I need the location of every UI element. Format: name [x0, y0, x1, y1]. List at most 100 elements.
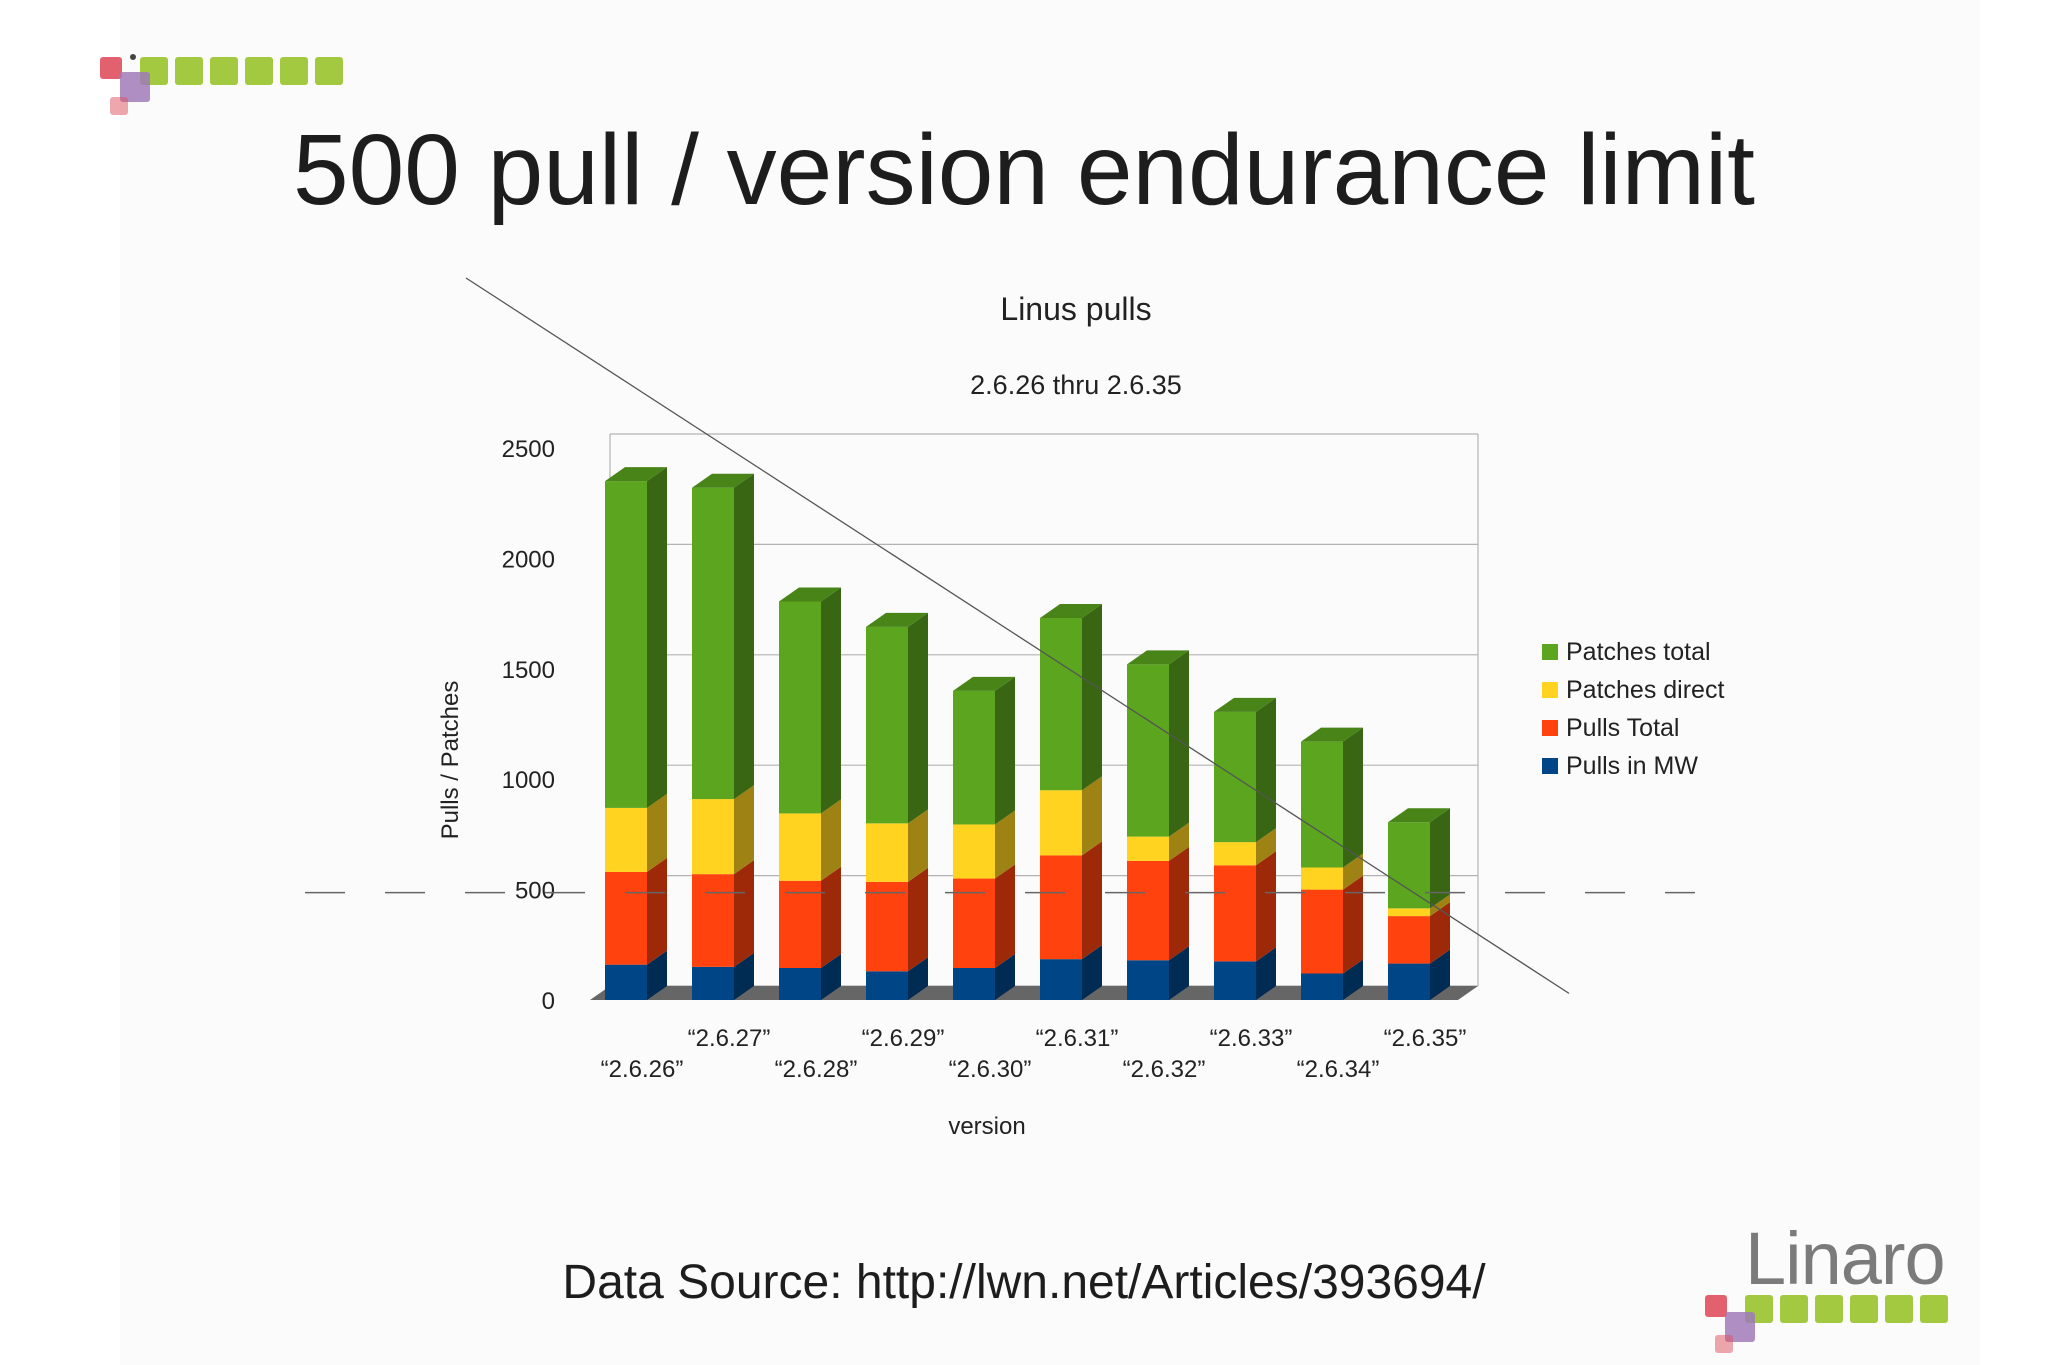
bar-segment: [866, 823, 908, 882]
slide-title: 500 pull / version endurance limit: [293, 114, 1755, 226]
x-tick-label: “2.6.33”: [1210, 1025, 1293, 1052]
bar-segment: [779, 967, 821, 1000]
bar-segment-side: [647, 793, 667, 872]
bar-segment: [1301, 741, 1343, 868]
legend-swatch: [1542, 644, 1558, 660]
bar-segment-side: [1430, 949, 1450, 1000]
legend-swatch: [1542, 758, 1558, 774]
bar-top-face: [1040, 604, 1102, 619]
bar-segment-side: [908, 612, 928, 824]
bar-segment-side: [734, 473, 754, 800]
bar-segment: [1040, 959, 1082, 1000]
bar-segment-side: [995, 676, 1015, 825]
legend-swatch: [1542, 720, 1558, 736]
trend-line: [465, 277, 1570, 994]
bar-segment-side: [995, 953, 1015, 1000]
x-axis-label: version: [948, 1113, 1025, 1140]
bar-segment: [1040, 790, 1082, 856]
bar-top-face: [866, 612, 928, 627]
bar-segment: [692, 874, 734, 967]
bar-top-face: [692, 473, 754, 488]
y-tick-label: 1000: [502, 767, 555, 794]
logo-green-square: [315, 57, 343, 85]
y-tick-label: 0: [542, 988, 555, 1015]
y-tick-label: 2000: [502, 546, 555, 573]
logo-green-square: [280, 57, 308, 85]
bar-segment-side: [647, 857, 667, 965]
bar-segment-side: [908, 957, 928, 1000]
bar-segment-side: [1256, 947, 1276, 1000]
bar-segment-side: [647, 467, 667, 808]
bar-segment: [692, 799, 734, 875]
bar-segment: [1388, 822, 1430, 909]
logo-green-square: [1850, 1295, 1878, 1323]
x-tick-label: “2.6.27”: [688, 1025, 771, 1052]
legend-swatch: [1542, 682, 1558, 698]
bar-segment: [1214, 961, 1256, 1000]
y-tick-label: 1500: [502, 657, 555, 684]
legend-label: Patches total: [1566, 638, 1711, 666]
bar-segment-side: [1256, 828, 1276, 866]
logo-pink-square: [110, 97, 128, 115]
bar-segment: [1388, 908, 1430, 917]
bar-segment: [1127, 664, 1169, 837]
bar-segment-side: [995, 810, 1015, 879]
bar-segment: [1301, 973, 1343, 1000]
bar-top-face: [779, 587, 841, 602]
bar-segment-side: [1343, 875, 1363, 974]
bar-segment: [605, 871, 647, 965]
x-tick-label: “2.6.28”: [775, 1056, 858, 1083]
bar-segment-side: [1082, 841, 1102, 960]
y-tick-label: 500: [515, 878, 555, 905]
bar-segment-side: [995, 864, 1015, 968]
bar-segment: [1214, 842, 1256, 866]
bar-segment: [1127, 960, 1169, 1000]
bar-segment: [1301, 889, 1343, 974]
bar-segment-side: [1169, 846, 1189, 961]
bar-segment: [953, 690, 995, 825]
x-tick-label: “2.6.34”: [1297, 1056, 1380, 1083]
logo-green-square: [1885, 1295, 1913, 1323]
bar-top-face: [1301, 727, 1363, 742]
bar-top-face: [1388, 808, 1450, 823]
bar-segment-side: [1169, 650, 1189, 837]
linaro-logo-text: Linaro: [1745, 1217, 1946, 1300]
legend-label: Pulls Total: [1566, 714, 1680, 742]
linaro-squares-logo: [95, 52, 355, 122]
logo-green-square: [210, 57, 238, 85]
bar-segment: [1388, 963, 1430, 1000]
logo-green-square: [1920, 1295, 1948, 1323]
bar-segment: [1388, 916, 1430, 964]
bar-segment-side: [908, 867, 928, 972]
bar-segment-side: [1082, 604, 1102, 791]
bar-segment: [605, 481, 647, 808]
logo-green-square: [245, 57, 273, 85]
bar-segment-side: [1256, 697, 1276, 843]
bar-segment: [779, 601, 821, 814]
bar-segment-side: [1082, 776, 1102, 856]
bar-segment-side: [908, 809, 928, 882]
bar-segment-side: [821, 587, 841, 814]
bar-segment: [866, 971, 908, 1000]
legend-label: Patches direct: [1566, 676, 1724, 704]
logo-pink-square: [100, 57, 122, 79]
bar-segment: [779, 813, 821, 881]
legend-label: Pulls in MW: [1566, 752, 1698, 780]
bar-segment: [605, 807, 647, 872]
bar-segment-side: [734, 860, 754, 967]
x-tick-label: “2.6.26”: [601, 1056, 684, 1083]
bar-segment-side: [1082, 945, 1102, 1000]
bar-segment: [866, 881, 908, 972]
bar-segment: [953, 824, 995, 879]
logo-dot: [130, 54, 136, 60]
bar-segment-side: [1343, 959, 1363, 1000]
x-tick-label: “2.6.30”: [949, 1056, 1032, 1083]
bar-segment: [1301, 867, 1343, 890]
bar-segment: [953, 878, 995, 968]
bar-segment: [779, 880, 821, 968]
bar-segment-side: [1169, 822, 1189, 861]
bar-segment-side: [734, 785, 754, 875]
logo-green-square: [1780, 1295, 1808, 1323]
bar-segment: [953, 967, 995, 1000]
logo-green-square: [1815, 1295, 1843, 1323]
